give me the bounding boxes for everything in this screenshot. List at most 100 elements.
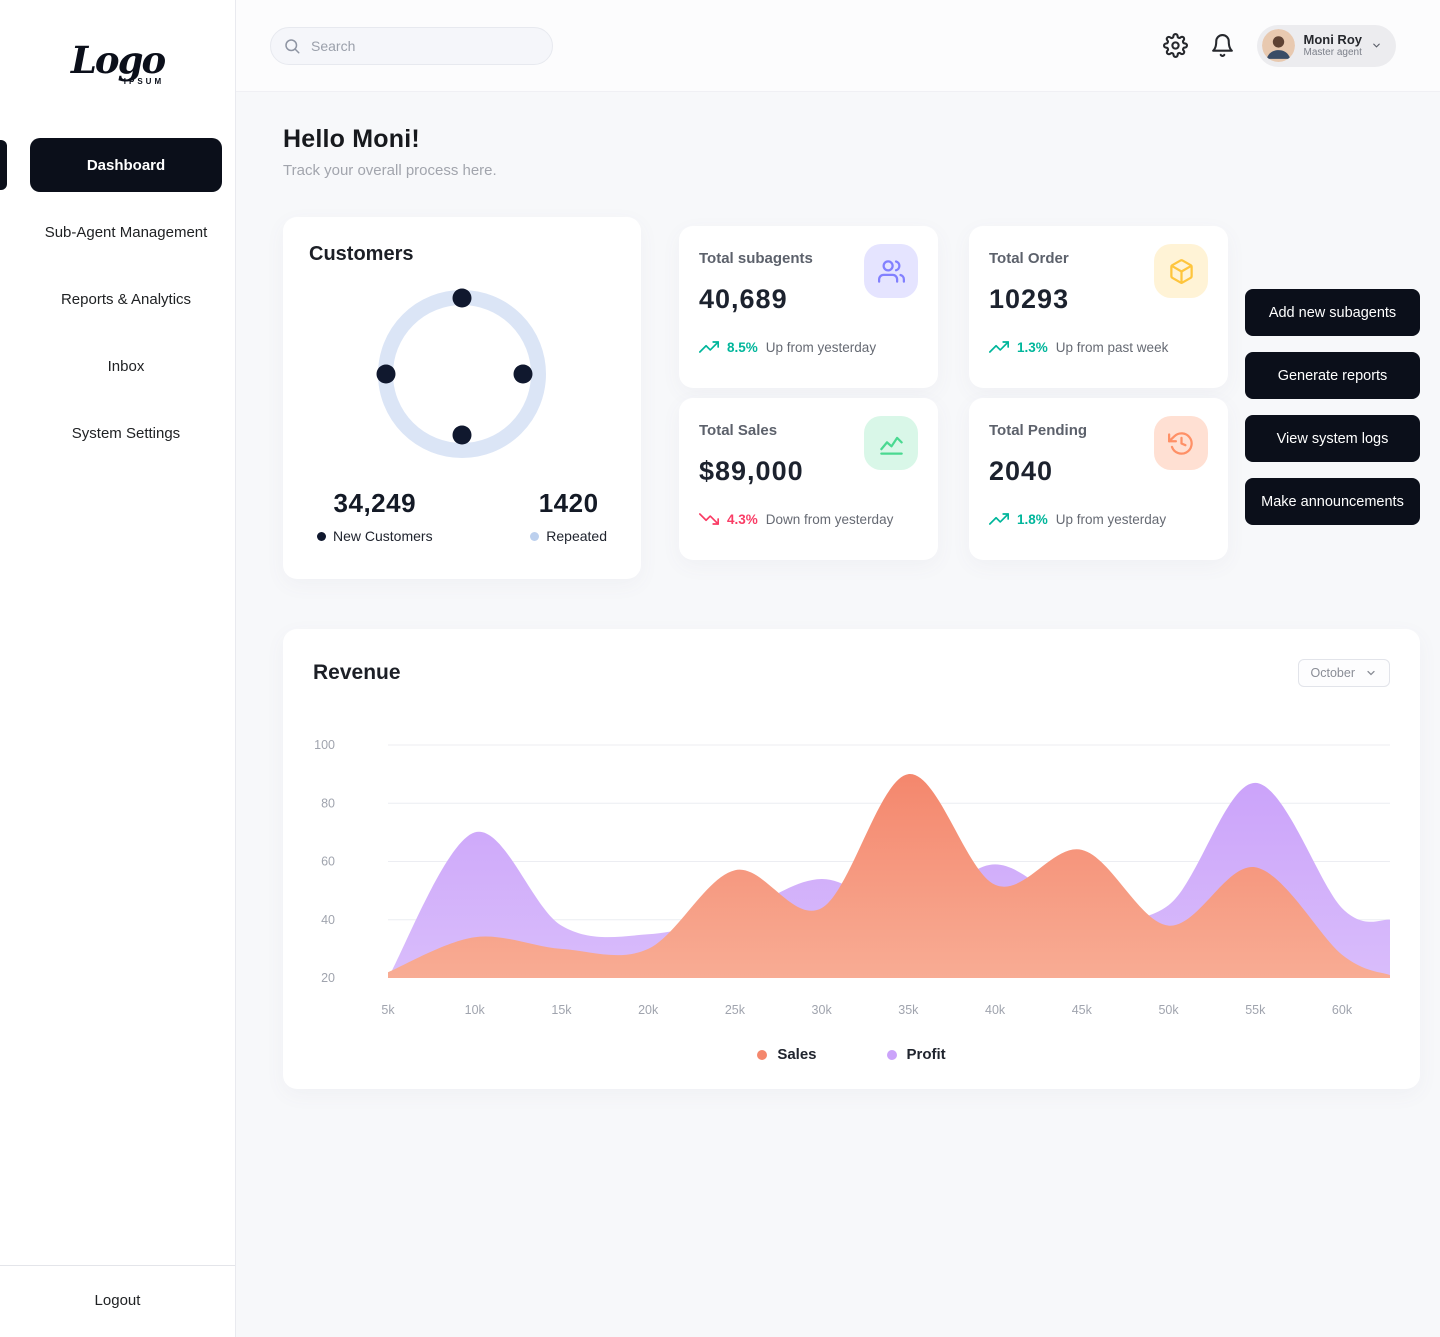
chevron-down-icon <box>1371 40 1382 51</box>
sidebar-item-reports-analytics[interactable]: Reports & Analytics <box>30 272 222 326</box>
gear-icon <box>1162 33 1188 58</box>
user-role: Master agent <box>1303 47 1362 59</box>
sidebar-item-dashboard[interactable]: Dashboard <box>0 138 222 192</box>
svg-text:20k: 20k <box>638 1003 659 1017</box>
bell-icon <box>1211 34 1233 57</box>
repeated-legend-label: Repeated <box>546 528 607 544</box>
user-meta: Moni Roy Master agent <box>1304 32 1363 60</box>
donut-point <box>376 364 396 384</box>
history-icon <box>1154 416 1208 470</box>
sidebar-nav: Dashboard Sub-Agent Management Reports &… <box>0 138 235 473</box>
trend-value: 8.5% <box>727 339 758 355</box>
trending-down-icon <box>699 513 719 525</box>
stat-card-total-sales: Total Sales $89,000 4.3% Down from yeste… <box>679 398 938 560</box>
month-dropdown[interactable]: October <box>1297 659 1390 687</box>
customers-card: Customers 34,249 New Customers <box>283 217 641 579</box>
revenue-header: Revenue October <box>313 659 1390 687</box>
stat-label: Total subagents <box>699 250 813 267</box>
view-system-logs-button[interactable]: View system logs <box>1245 415 1420 462</box>
logout-button[interactable]: Logout <box>94 1292 141 1309</box>
trend-text: Up from yesterday <box>1055 511 1167 527</box>
add-new-subagents-button[interactable]: Add new subagents <box>1245 289 1420 336</box>
sidebar-item-label: System Settings <box>71 424 181 442</box>
chart-line-icon <box>864 416 918 470</box>
stat-card-total-subagents: Total subagents 40,689 8.5% Up from yest… <box>679 226 938 388</box>
legend-item-profit: Profit <box>886 1046 946 1063</box>
svg-text:40k: 40k <box>985 1003 1006 1017</box>
search-input[interactable] <box>270 26 553 65</box>
logo-subtext: IPSUM <box>123 77 165 86</box>
notifications-bell-button[interactable] <box>1210 33 1235 58</box>
new-customers-legend-dot <box>317 531 326 541</box>
month-dropdown-value: October <box>1310 666 1355 680</box>
stat-label: Total Order <box>989 250 1069 267</box>
donut-point <box>452 425 472 445</box>
chevron-down-icon <box>1367 670 1375 676</box>
profit-legend-label: Profit <box>906 1046 946 1063</box>
svg-text:80: 80 <box>321 796 335 810</box>
stat-card-total-pending: Total Pending 2040 1.8% Up from yesterda… <box>969 398 1228 560</box>
svg-text:60: 60 <box>321 855 335 869</box>
sales-legend-dot <box>757 1049 768 1060</box>
logo-text: Logo <box>70 38 166 82</box>
stat-trend: 8.5% Up from yesterday <box>699 337 918 357</box>
stats-grid: Total subagents 40,689 8.5% Up from yest… <box>679 226 1228 560</box>
topbar-right: Moni Roy Master agent <box>1162 24 1396 67</box>
svg-text:50k: 50k <box>1158 1003 1179 1017</box>
repeated-legend-dot <box>530 531 540 541</box>
search-box[interactable] <box>270 26 553 65</box>
user-menu[interactable]: Moni Roy Master agent <box>1256 24 1396 67</box>
box-icon <box>1154 244 1208 298</box>
stat-trend: 1.8% Up from yesterday <box>989 509 1208 529</box>
svg-text:60k: 60k <box>1332 1003 1353 1017</box>
stat-value: $89,000 <box>699 456 804 486</box>
stat-label: Total Pending <box>989 422 1088 439</box>
stat-value: 40,689 <box>699 284 788 314</box>
svg-text:5k: 5k <box>381 1003 395 1017</box>
revenue-legend: Sales Profit <box>313 1046 1390 1063</box>
svg-text:25k: 25k <box>725 1003 746 1017</box>
overview-row: Customers 34,249 New Customers <box>283 217 1420 579</box>
user-name: Moni Roy <box>1303 31 1363 47</box>
stat-trend: 4.3% Down from yesterday <box>699 509 918 529</box>
trend-text: Down from yesterday <box>765 511 894 527</box>
trending-up-icon <box>989 513 1009 525</box>
svg-text:15k: 15k <box>551 1003 572 1017</box>
sidebar-item-sub-agent-management[interactable]: Sub-Agent Management <box>30 205 222 259</box>
stat-label: Total Sales <box>699 422 778 439</box>
settings-gear-button[interactable] <box>1162 33 1188 58</box>
donut-point <box>513 364 533 384</box>
users-icon <box>864 244 918 298</box>
new-customers-value: 34,249 <box>333 488 417 518</box>
avatar <box>1261 29 1295 62</box>
legend-item-sales: Sales <box>757 1046 817 1063</box>
stat-value: 2040 <box>989 456 1054 486</box>
sidebar-item-inbox[interactable]: Inbox <box>30 339 222 393</box>
sidebar-item-system-settings[interactable]: System Settings <box>30 406 222 460</box>
revenue-area-chart: 100 80 60 40 20 5k 10k 15k 20k 25k 30k 35k 40k 45k 50k… <box>314 738 1390 1017</box>
page-subtitle: Track your overall process here. <box>283 162 497 179</box>
trend-text: Up from past week <box>1055 339 1169 355</box>
sales-legend-label: Sales <box>777 1046 817 1063</box>
profit-legend-dot <box>886 1049 897 1060</box>
svg-text:100: 100 <box>314 738 335 752</box>
logout-section: Logout <box>0 1265 235 1337</box>
customers-title: Customers <box>309 243 414 265</box>
svg-text:55k: 55k <box>1245 1003 1266 1017</box>
new-customers-legend-label: New Customers <box>333 528 433 544</box>
repeated-customers-stat: 1420 Repeated <box>530 488 607 544</box>
quick-actions: Add new subagents Generate reports View … <box>1245 289 1420 525</box>
customers-stats: 34,249 New Customers 1420 Repeated <box>309 488 615 544</box>
sidebar: Logo IPSUM Dashboard Sub-Agent Managemen… <box>0 0 236 1337</box>
make-announcements-button[interactable]: Make announcements <box>1245 478 1420 525</box>
sidebar-item-label: Inbox <box>107 357 145 375</box>
stat-value: 10293 <box>989 284 1070 314</box>
trending-up-icon <box>699 341 719 353</box>
generate-reports-button[interactable]: Generate reports <box>1245 352 1420 399</box>
logo: Logo IPSUM <box>70 38 166 87</box>
customers-donut-chart <box>376 288 546 458</box>
svg-text:20: 20 <box>321 971 335 985</box>
trend-text: Up from yesterday <box>765 339 877 355</box>
sidebar-item-label: Reports & Analytics <box>60 290 192 308</box>
trend-value: 1.3% <box>1017 339 1048 355</box>
